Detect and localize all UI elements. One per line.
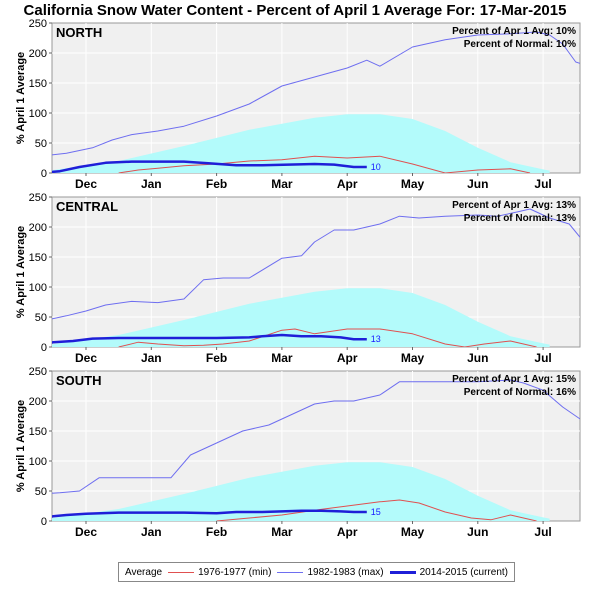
current-end-label: 10 xyxy=(371,162,381,172)
y-tick-label: 50 xyxy=(35,312,47,324)
legend-item-average: Average xyxy=(125,567,162,578)
region-label: SOUTH xyxy=(56,373,102,388)
series-max-line xyxy=(52,208,580,320)
series-min-line xyxy=(118,155,531,173)
legend-label-min: 1976-1977 (min) xyxy=(198,566,272,578)
y-tick-label: 150 xyxy=(29,252,47,264)
x-tick-label: Jul xyxy=(534,351,551,365)
y-tick-label: 150 xyxy=(29,426,47,438)
panel-south: 0 50 100 150 200 250 15 SOUTH Percent of Apr 1 A… xyxy=(15,366,581,539)
series-average-area xyxy=(52,462,550,521)
x-tick-label: Jun xyxy=(467,177,488,191)
series-max-line xyxy=(52,31,580,156)
y-tick-label: 250 xyxy=(29,192,47,204)
x-tick-label: May xyxy=(401,351,425,365)
y-tick-label: 250 xyxy=(29,366,47,378)
percent-apr1-label: Percent of Apr 1 Avg: 15% xyxy=(452,374,576,385)
legend-label-average: Average xyxy=(125,566,163,578)
x-tick-label: Jan xyxy=(141,525,162,539)
y-tick-label: 100 xyxy=(29,282,47,294)
legend: Average 1976-1977 (min) 1982-1983 (max) … xyxy=(118,562,515,582)
x-tick-label: May xyxy=(401,525,425,539)
percent-apr1-label: Percent of Apr 1 Avg: 13% xyxy=(452,200,576,211)
y-axis-label: % April 1 Average xyxy=(15,400,27,492)
series-current-line xyxy=(52,333,367,344)
y-axis-label: % April 1 Average xyxy=(15,226,27,318)
region-label: NORTH xyxy=(56,25,102,40)
x-tick-label: Mar xyxy=(271,525,293,539)
x-tick-label: Apr xyxy=(337,177,358,191)
percent-apr1-label: Percent of Apr 1 Avg: 10% xyxy=(452,26,576,37)
x-tick-label: Dec xyxy=(75,525,97,539)
series-current-line xyxy=(52,509,367,518)
legend-item-min: 1976-1977 (min) xyxy=(168,567,271,578)
legend-swatch-max xyxy=(277,571,304,573)
x-tick-label: Mar xyxy=(271,177,293,191)
legend-item-max: 1982-1983 (max) xyxy=(277,566,384,578)
x-tick-label: Dec xyxy=(75,351,97,365)
panel-central: 0 50 100 150 200 250 13 CENTRAL Percent of Apr 1… xyxy=(15,192,581,365)
legend-swatch-current xyxy=(389,570,416,574)
percent-normal-label: Percent of Normal: 13% xyxy=(464,213,576,224)
y-tick-label: 0 xyxy=(41,168,47,180)
y-tick-label: 50 xyxy=(35,138,47,150)
legend-label-current: 2014-2015 (current) xyxy=(419,566,508,578)
panel-north: 0 50 100 150 200 250 10 NORTH Percent of Apr 1 A… xyxy=(15,18,581,191)
y-tick-label: 150 xyxy=(29,78,47,90)
x-tick-label: Apr xyxy=(337,351,358,365)
series-min-line xyxy=(216,499,537,521)
x-tick-label: Jun xyxy=(467,525,488,539)
y-tick-label: 250 xyxy=(29,18,47,30)
current-end-label: 13 xyxy=(371,334,381,344)
legend-item-current: 2014-2015 (current) xyxy=(389,566,508,578)
y-tick-label: 100 xyxy=(29,456,47,468)
x-tick-label: Feb xyxy=(206,351,227,365)
x-tick-label: Dec xyxy=(75,177,97,191)
x-tick-label: Jul xyxy=(534,177,551,191)
series-current-line xyxy=(52,160,367,173)
x-tick-label: Feb xyxy=(206,177,227,191)
x-tick-label: Mar xyxy=(271,351,293,365)
legend-label-max: 1982-1983 (max) xyxy=(307,566,384,578)
y-axis-label: % April 1 Average xyxy=(15,52,27,144)
x-tick-label: Jan xyxy=(141,177,162,191)
percent-normal-label: Percent of Normal: 10% xyxy=(464,39,576,50)
chart-title: California Snow Water Content - Percent … xyxy=(23,2,567,19)
x-tick-label: Feb xyxy=(206,525,227,539)
x-tick-label: Jan xyxy=(141,351,162,365)
x-tick-label: May xyxy=(401,177,425,191)
y-tick-label: 50 xyxy=(35,486,47,498)
series-average-area xyxy=(52,114,550,173)
x-tick-label: Apr xyxy=(337,525,358,539)
y-tick-label: 0 xyxy=(41,516,47,528)
y-tick-label: 200 xyxy=(29,48,47,60)
y-tick-label: 100 xyxy=(29,108,47,120)
x-tick-label: Jul xyxy=(534,525,551,539)
series-max-line xyxy=(52,379,580,494)
y-tick-label: 0 xyxy=(41,342,47,354)
region-label: CENTRAL xyxy=(56,199,118,214)
legend-swatch-min xyxy=(168,571,195,573)
series-min-line xyxy=(118,328,537,347)
y-tick-label: 200 xyxy=(29,396,47,408)
percent-normal-label: Percent of Normal: 16% xyxy=(464,387,576,398)
series-average-area xyxy=(52,288,550,347)
x-tick-label: Jun xyxy=(467,351,488,365)
current-end-label: 15 xyxy=(371,507,381,517)
y-tick-label: 200 xyxy=(29,222,47,234)
